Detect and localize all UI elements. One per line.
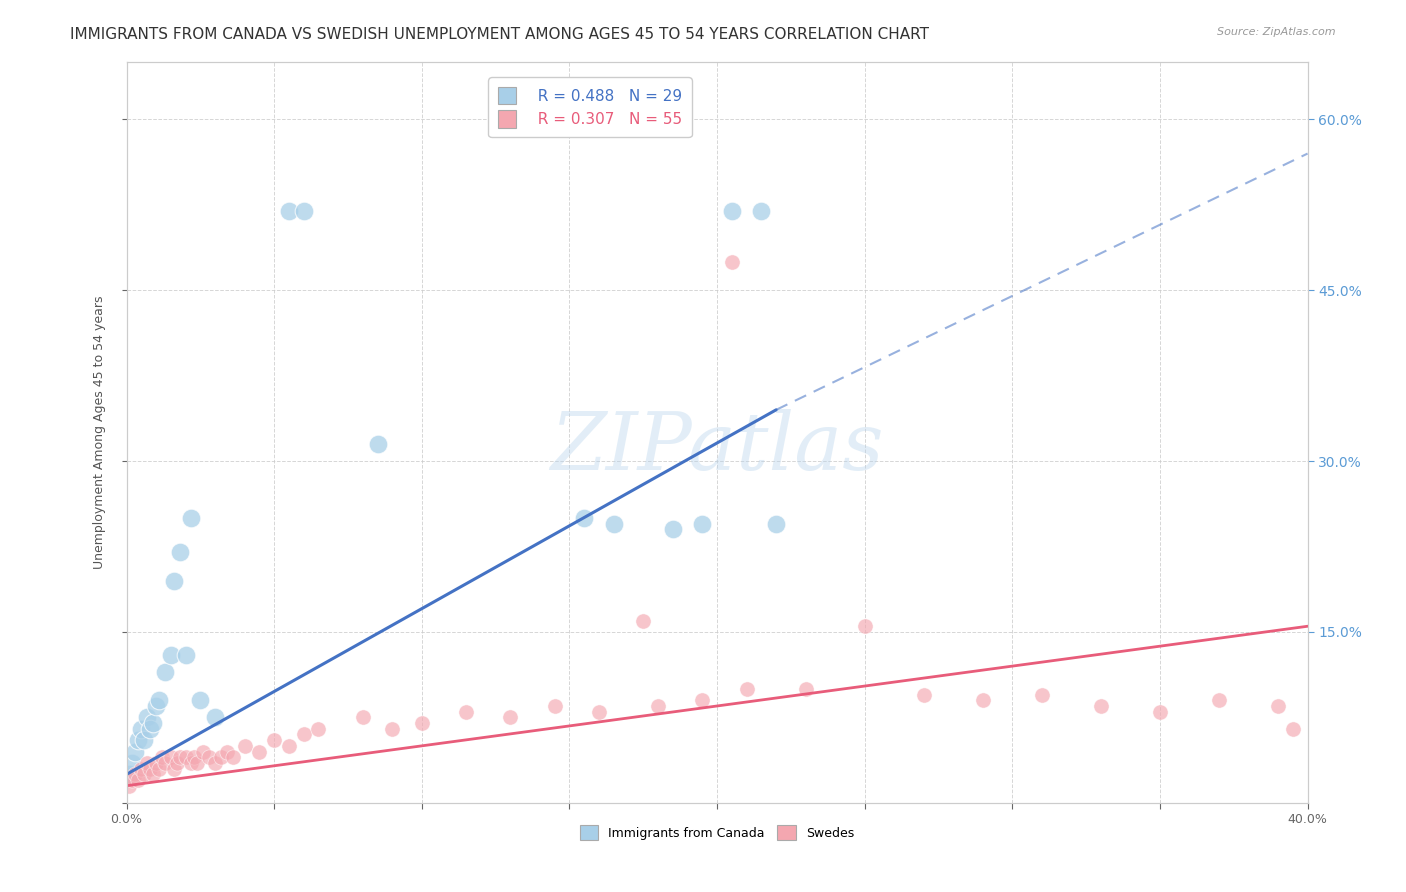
Point	[163, 762, 186, 776]
Point	[150, 750, 173, 764]
Point	[118, 779, 141, 793]
Point	[249, 745, 271, 759]
Point	[543, 698, 565, 713]
Point	[186, 756, 208, 770]
Point	[124, 745, 146, 759]
Point	[188, 693, 212, 707]
Point	[765, 516, 787, 531]
Point	[145, 698, 167, 713]
Point	[292, 727, 315, 741]
Point	[204, 756, 226, 770]
Point	[574, 511, 596, 525]
Point	[139, 762, 162, 776]
Point	[163, 574, 186, 588]
Point	[174, 648, 197, 662]
Point	[292, 203, 315, 218]
Point	[142, 767, 165, 781]
Point	[647, 698, 669, 713]
Legend: Immigrants from Canada, Swedes: Immigrants from Canada, Swedes	[575, 821, 859, 845]
Point	[1090, 698, 1112, 713]
Point	[136, 710, 159, 724]
Point	[134, 767, 156, 781]
Point	[198, 750, 221, 764]
Point	[160, 648, 183, 662]
Point	[174, 750, 197, 764]
Point	[127, 772, 149, 787]
Point	[215, 745, 238, 759]
Point	[1267, 698, 1289, 713]
Point	[633, 614, 655, 628]
Point	[499, 710, 522, 724]
Point	[278, 203, 301, 218]
Point	[381, 722, 404, 736]
Point	[142, 716, 165, 731]
Point	[367, 437, 389, 451]
Point	[720, 254, 742, 268]
Text: ZIPatlas: ZIPatlas	[550, 409, 884, 486]
Point	[456, 705, 478, 719]
Point	[1031, 688, 1053, 702]
Point	[603, 516, 626, 531]
Point	[180, 511, 202, 525]
Point	[148, 762, 170, 776]
Text: IMMIGRANTS FROM CANADA VS SWEDISH UNEMPLOYMENT AMONG AGES 45 TO 54 YEARS CORRELA: IMMIGRANTS FROM CANADA VS SWEDISH UNEMPL…	[70, 27, 929, 42]
Point	[180, 756, 202, 770]
Text: Source: ZipAtlas.com: Source: ZipAtlas.com	[1218, 27, 1336, 37]
Point	[160, 750, 183, 764]
Point	[166, 756, 188, 770]
Point	[129, 722, 153, 736]
Point	[193, 745, 215, 759]
Point	[588, 705, 610, 719]
Point	[263, 733, 285, 747]
Point	[912, 688, 935, 702]
Point	[204, 710, 226, 724]
Point	[169, 545, 191, 559]
Point	[118, 767, 141, 781]
Point	[136, 756, 159, 770]
Point	[233, 739, 256, 753]
Point	[121, 772, 143, 787]
Point	[134, 733, 156, 747]
Point	[139, 722, 162, 736]
Point	[145, 756, 167, 770]
Point	[129, 762, 153, 776]
Point	[278, 739, 301, 753]
Point	[1208, 693, 1230, 707]
Point	[692, 693, 714, 707]
Point	[127, 733, 149, 747]
Point	[121, 756, 143, 770]
Point	[153, 756, 176, 770]
Point	[794, 681, 817, 696]
Point	[720, 203, 742, 218]
Point	[148, 693, 170, 707]
Point	[352, 710, 374, 724]
Point	[1149, 705, 1171, 719]
Point	[853, 619, 876, 633]
Point	[972, 693, 994, 707]
Y-axis label: Unemployment Among Ages 45 to 54 years: Unemployment Among Ages 45 to 54 years	[93, 296, 105, 569]
Point	[1282, 722, 1305, 736]
Point	[411, 716, 433, 731]
Point	[124, 767, 146, 781]
Point	[169, 750, 191, 764]
Point	[662, 523, 685, 537]
Point	[751, 203, 773, 218]
Point	[735, 681, 758, 696]
Point	[222, 750, 245, 764]
Point	[153, 665, 176, 679]
Point	[308, 722, 330, 736]
Point	[183, 750, 205, 764]
Point	[692, 516, 714, 531]
Point	[209, 750, 232, 764]
